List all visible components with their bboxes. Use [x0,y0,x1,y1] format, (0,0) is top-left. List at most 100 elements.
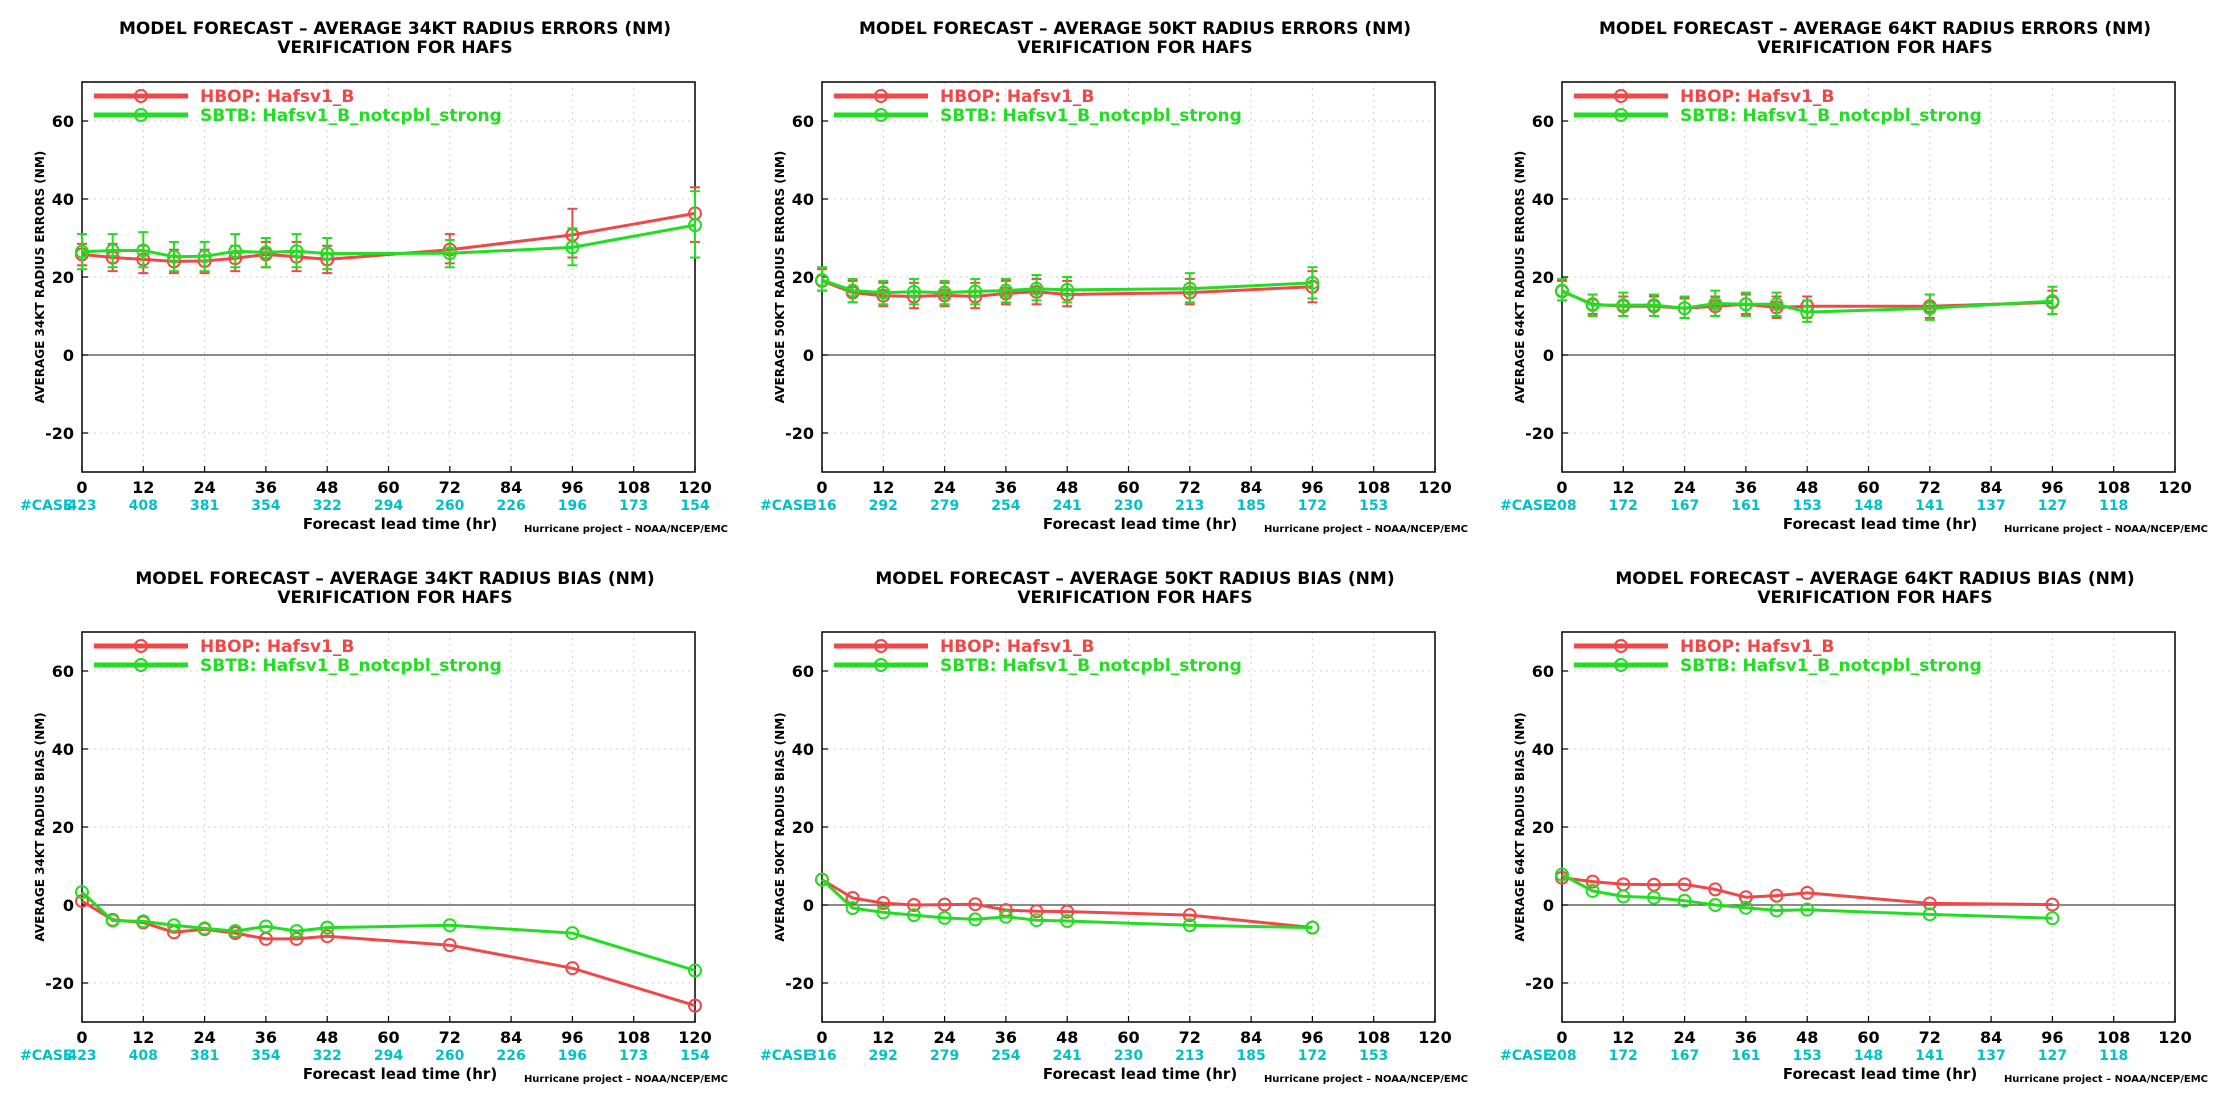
y-tick-label: 0 [803,346,814,365]
x-axis-label: Forecast lead time (hr) [303,515,497,533]
credit-text: Hurricane project – NOAA/NCEP/EMC [2004,1074,2208,1085]
data-point [565,961,580,976]
y-axis-label: AVERAGE 34KT RADIUS BIAS (NM) [33,712,47,941]
case-count: 208 [1547,1048,1576,1064]
case-count: 292 [869,498,898,514]
legend-label: SBTB: Hafsv1_B_notcpbl_strong [940,106,1242,126]
chart-svg: MODEL FORECAST – AVERAGE 50KT RADIUS BIA… [760,569,1468,1085]
chart-panel: MODEL FORECAST – AVERAGE 34KT RADIUS BIA… [0,550,740,1100]
x-tick-label: 72 [439,1028,461,1047]
case-count: 127 [2038,1048,2067,1064]
case-count: 167 [1670,498,1699,514]
legend-label: SBTB: Hafsv1_B_notcpbl_strong [940,656,1242,676]
case-count: 185 [1236,498,1265,514]
series-group [75,190,702,273]
series-line [1561,289,2053,314]
x-tick-label: 72 [1919,1028,1941,1047]
data-point [1800,885,1815,900]
chart-panel: MODEL FORECAST – AVERAGE 64KT RADIUS ERR… [1480,0,2220,550]
x-tick-label: 0 [816,478,827,497]
y-tick-label: 40 [1532,190,1554,209]
y-tick-label: 60 [52,112,74,131]
x-tick-label: 120 [2158,478,2191,497]
x-tick-label: 84 [1240,1028,1262,1047]
case-count: 118 [2099,498,2128,514]
y-axis-label: AVERAGE 50KT RADIUS BIAS (NM) [773,712,787,941]
x-tick-label: 48 [316,478,338,497]
series-line [81,899,696,1008]
data-point [876,285,891,300]
chart-subtitle: VERIFICATION FOR HAFS [277,38,512,58]
x-tick-label: 108 [617,478,650,497]
data-point [75,885,89,900]
data-point [1029,281,1044,296]
case-count: 354 [251,498,280,514]
data-point [565,240,580,255]
data-point [258,245,273,260]
y-tick-label: 0 [1543,896,1554,915]
data-point [876,905,891,920]
series-group [1555,867,2060,926]
case-count: 294 [374,498,403,514]
data-point [1800,305,1815,320]
chart-title: MODEL FORECAST – AVERAGE 64KT RADIUS ERR… [1599,19,2151,39]
series-group [75,885,702,978]
case-count: 127 [2038,498,2067,514]
data-point [1738,297,1753,312]
x-tick-label: 0 [1556,1028,1567,1047]
data-point [105,243,120,258]
legend-marker [1614,89,1628,103]
case-count: 226 [496,1048,525,1064]
data-point [442,246,457,261]
data-point [320,920,335,935]
y-tick-label: -20 [785,424,814,443]
y-tick-label: 60 [792,662,814,681]
data-point [289,931,304,946]
series-line [1561,873,2053,920]
data-point [937,285,952,300]
data-point [1616,298,1631,313]
x-tick-label: 72 [1179,1028,1201,1047]
x-tick-label: 48 [1056,478,1078,497]
data-point [1800,902,1815,917]
x-tick-label: 12 [132,1028,154,1047]
x-tick-label: 36 [255,1028,277,1047]
data-point [1738,890,1753,905]
series-line [820,878,1313,930]
case-count: 173 [619,1048,648,1064]
case-count: 153 [1359,498,1388,514]
case-count: 153 [1793,498,1822,514]
chart-title: MODEL FORECAST – AVERAGE 50KT RADIUS BIA… [875,569,1394,589]
y-tick-label: -20 [1525,974,1554,993]
case-count: 260 [435,498,464,514]
data-point [1708,296,1723,311]
legend-marker [134,639,148,653]
credit-text: Hurricane project – NOAA/NCEP/EMC [1264,1074,1468,1085]
x-tick-label: 96 [2041,1028,2063,1047]
x-tick-label: 36 [255,478,277,497]
data-point [845,890,860,905]
data-point [75,894,89,909]
data-point [1708,882,1723,897]
x-tick-label: 60 [377,1028,399,1047]
data-point [2045,911,2060,926]
y-tick-label: 20 [792,818,814,837]
x-tick-label: 72 [1919,478,1941,497]
case-count: 196 [558,1048,587,1064]
data-point [1029,904,1044,919]
data-point [1182,918,1197,933]
data-point [1029,913,1044,928]
x-tick-label: 96 [1301,478,1323,497]
case-count: 254 [991,498,1020,514]
legend-marker [134,89,148,103]
y-tick-label: 0 [803,896,814,915]
data-point [1922,301,1937,316]
data-point [1555,283,1569,298]
data-point [1769,903,1784,918]
series-group [1555,277,2060,323]
x-tick-label: 12 [1612,478,1634,497]
x-tick-label: 60 [1117,478,1139,497]
legend-marker [874,89,888,103]
x-tick-label: 96 [2041,478,2063,497]
